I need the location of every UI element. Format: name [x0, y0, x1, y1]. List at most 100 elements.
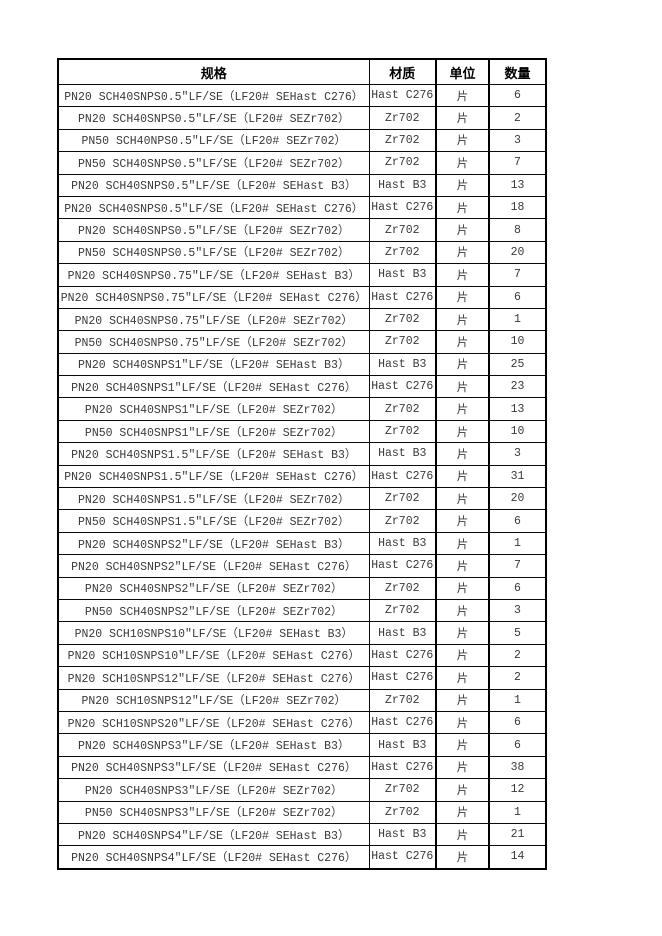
qty-cell: 21 [488, 822, 547, 847]
qty-cell: 10 [488, 419, 547, 444]
spec-cell: PN50 SCH40SNPS0.5″LF/SE（LF20# SEZr702） [57, 151, 370, 175]
unit-cell: 片 [435, 419, 490, 444]
unit-cell: 片 [435, 554, 490, 578]
spec-cell: PN20 SCH10SNPS12″LF/SE（LF20# SEZr702） [57, 688, 370, 712]
spec-cell: PN50 SCH40NPS0.5″LF/SE（LF20# SEZr702） [57, 128, 370, 153]
material-cell: Zr702 [368, 598, 437, 623]
spec-cell: PN20 SCH40SNPS3″LF/SE（LF20# SEZr702） [57, 778, 370, 802]
qty-cell: 6 [488, 509, 547, 533]
table-row: PN20 SCH40SNPS1.5″LF/SE（LF20# SEZr702） Zr… [57, 487, 547, 511]
qty-cell: 7 [488, 554, 547, 578]
material-cell: Zr702 [368, 576, 437, 600]
material-cell: Hast C276 [368, 195, 437, 220]
spec-cell: PN20 SCH10SNPS10″LF/SE（LF20# SEHast C276… [57, 643, 370, 668]
unit-cell: 片 [435, 263, 490, 287]
table-row: PN20 SCH40SNPS2″LF/SE（LF20# SEHast B3） Ha… [57, 531, 547, 556]
qty-cell: 31 [488, 464, 547, 489]
qty-cell: 10 [488, 330, 547, 354]
qty-cell: 2 [488, 643, 547, 668]
unit-cell: 片 [435, 643, 490, 668]
material-cell: Hast B3 [368, 822, 437, 847]
unit-cell: 片 [435, 218, 490, 242]
spec-cell: PN20 SCH40SNPS0.5″LF/SE（LF20# SEZr702） [57, 106, 370, 130]
spec-cell: PN20 SCH40SNPS1.5″LF/SE（LF20# SEHast C27… [57, 464, 370, 489]
unit-cell: 片 [435, 397, 490, 421]
material-cell: Hast B3 [368, 173, 437, 197]
column-header-unit: 单位 [435, 58, 490, 85]
table-row: PN20 SCH40SNPS0.5″LF/SE（LF20# SEHast C27… [57, 195, 547, 220]
material-cell: Zr702 [368, 800, 437, 824]
column-header-material: 材质 [368, 58, 437, 85]
table-row: PN20 SCH10SNPS12″LF/SE（LF20# SEHast C276… [57, 666, 547, 690]
material-cell: Zr702 [368, 240, 437, 265]
table-row: PN20 SCH10SNPS12″LF/SE（LF20# SEZr702） Zr7… [57, 688, 547, 712]
unit-cell: 片 [435, 621, 490, 645]
spec-cell: PN20 SCH40SNPS0.75″LF/SE（LF20# SEZr702） [57, 307, 370, 332]
table-row: PN20 SCH10SNPS20″LF/SE（LF20# SEHast C276… [57, 710, 547, 735]
qty-cell: 2 [488, 666, 547, 690]
spec-cell: PN20 SCH40SNPS3″LF/SE（LF20# SEHast C276） [57, 755, 370, 780]
spec-cell: PN20 SCH40SNPS1.5″LF/SE（LF20# SEZr702） [57, 487, 370, 511]
material-cell: Zr702 [368, 151, 437, 175]
table-row: PN20 SCH40SNPS0.5″LF/SE（LF20# SEZr702） Zr… [57, 218, 547, 242]
spec-cell: PN50 SCH40SNPS1″LF/SE（LF20# SEZr702） [57, 419, 370, 444]
spec-cell: PN20 SCH40SNPS0.5″LF/SE（LF20# SEHast B3） [57, 173, 370, 197]
qty-cell: 13 [488, 397, 547, 421]
unit-cell: 片 [435, 83, 490, 108]
material-cell: Hast C276 [368, 554, 437, 578]
material-cell: Hast C276 [368, 375, 437, 399]
qty-cell: 7 [488, 263, 547, 287]
column-header-spec: 规格 [57, 58, 370, 85]
spec-cell: PN20 SCH10SNPS20″LF/SE（LF20# SEHast C276… [57, 710, 370, 735]
spec-cell: PN20 SCH40SNPS4″LF/SE（LF20# SEHast B3） [57, 822, 370, 847]
material-cell: Zr702 [368, 330, 437, 354]
material-cell: Hast B3 [368, 621, 437, 645]
qty-cell: 18 [488, 195, 547, 220]
spec-cell: PN20 SCH40SNPS3″LF/SE（LF20# SEHast B3） [57, 733, 370, 757]
unit-cell: 片 [435, 240, 490, 265]
table-row: PN20 SCH10SNPS10″LF/SE（LF20# SEHast B3） H… [57, 621, 547, 645]
table-row: PN50 SCH40SNPS2″LF/SE（LF20# SEZr702） Zr70… [57, 598, 547, 623]
qty-cell: 14 [488, 845, 547, 870]
unit-cell: 片 [435, 173, 490, 197]
unit-cell: 片 [435, 755, 490, 780]
material-cell: Hast C276 [368, 83, 437, 108]
qty-cell: 1 [488, 800, 547, 824]
table-row: PN20 SCH40SNPS2″LF/SE（LF20# SEHast C276）… [57, 554, 547, 578]
table-row: PN20 SCH40SNPS1.5″LF/SE（LF20# SEHast B3）… [57, 442, 547, 466]
table-row: PN50 SCH40SNPS0.75″LF/SE（LF20# SEZr702） Z… [57, 330, 547, 354]
material-cell: Hast B3 [368, 531, 437, 556]
qty-cell: 13 [488, 173, 547, 197]
material-cell: Hast C276 [368, 285, 437, 309]
unit-cell: 片 [435, 330, 490, 354]
table-row: PN20 SCH40SNPS0.75″LF/SE（LF20# SEHast C2… [57, 285, 547, 309]
spec-cell: PN20 SCH40SNPS1″LF/SE（LF20# SEHast B3） [57, 352, 370, 377]
qty-cell: 8 [488, 218, 547, 242]
unit-cell: 片 [435, 598, 490, 623]
qty-cell: 1 [488, 531, 547, 556]
unit-cell: 片 [435, 800, 490, 824]
qty-cell: 6 [488, 285, 547, 309]
unit-cell: 片 [435, 688, 490, 712]
unit-cell: 片 [435, 151, 490, 175]
material-cell: Zr702 [368, 419, 437, 444]
qty-cell: 38 [488, 755, 547, 780]
table-row: PN20 SCH40SNPS3″LF/SE（LF20# SEHast B3） Ha… [57, 733, 547, 757]
table-row: PN20 SCH40SNPS1″LF/SE（LF20# SEZr702） Zr70… [57, 397, 547, 421]
material-cell: Hast B3 [368, 733, 437, 757]
material-cell: Hast C276 [368, 755, 437, 780]
material-cell: Hast B3 [368, 352, 437, 377]
table-row: PN20 SCH40SNPS4″LF/SE（LF20# SEHast B3） Ha… [57, 822, 547, 847]
header-row: 规格 材质 单位 数量 [57, 58, 547, 85]
table-row: PN50 SCH40SNPS1″LF/SE（LF20# SEZr702） Zr70… [57, 419, 547, 444]
table-row: PN20 SCH40SNPS1.5″LF/SE（LF20# SEHast C27… [57, 464, 547, 489]
qty-cell: 23 [488, 375, 547, 399]
spec-table: 规格 材质 单位 数量 PN20 SCH40SNPS0.5″LF/SE（LF20# S… [57, 58, 547, 870]
table-row: PN50 SCH40NPS0.5″LF/SE（LF20# SEZr702） Zr7… [57, 128, 547, 153]
unit-cell: 片 [435, 106, 490, 130]
spec-cell: PN20 SCH40SNPS0.5″LF/SE（LF20# SEHast C27… [57, 195, 370, 220]
table-row: PN20 SCH40SNPS1″LF/SE（LF20# SEHast C276）… [57, 375, 547, 399]
table-row: PN20 SCH40SNPS0.75″LF/SE（LF20# SEZr702） Z… [57, 307, 547, 332]
qty-cell: 3 [488, 128, 547, 153]
